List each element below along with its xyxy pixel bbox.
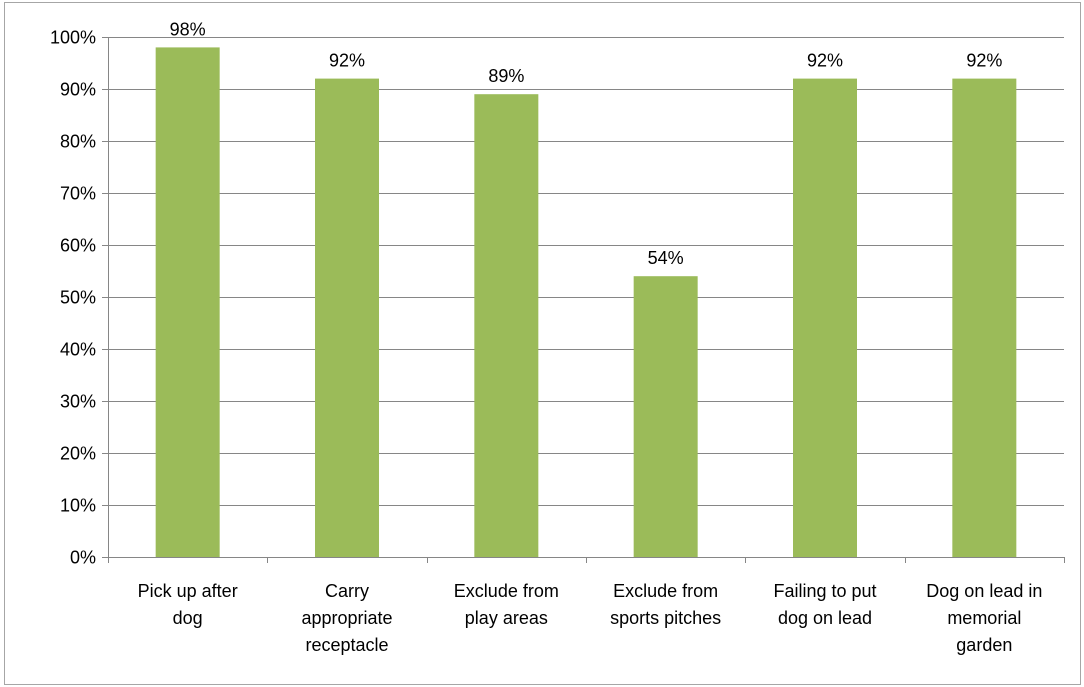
y-tick-label: 30%: [60, 392, 96, 412]
bar: [315, 78, 379, 557]
data-label: 54%: [648, 248, 684, 268]
x-category-label: Exclude from sports pitches: [610, 581, 721, 628]
bars: [155, 47, 1017, 558]
y-tick-label: 100%: [50, 28, 96, 48]
x-category-label: Dog on lead in memorial garden: [926, 581, 1042, 655]
data-label: 92%: [329, 51, 365, 71]
y-tick-label: 50%: [60, 288, 96, 308]
bar: [793, 78, 857, 557]
data-label: 89%: [488, 66, 524, 86]
x-category-label: Carry appropriate receptacle: [301, 581, 392, 655]
data-label: 98%: [170, 19, 206, 39]
bar: [952, 78, 1017, 557]
bar: [633, 276, 698, 557]
y-tick-label: 80%: [60, 132, 96, 152]
x-category-label: Failing to put dog on lead: [773, 581, 876, 628]
y-tick-label: 0%: [70, 548, 96, 568]
y-tick-label: 10%: [60, 496, 96, 516]
bar: [474, 94, 539, 557]
y-tick-label: 90%: [60, 80, 96, 100]
gridlines: [108, 37, 1064, 506]
bar: [155, 47, 220, 558]
x-category-label: Exclude from play areas: [454, 581, 559, 628]
y-tick-label: 60%: [60, 236, 96, 256]
y-tick-label: 20%: [60, 444, 96, 464]
labels: 0% 10% 20% 30% 40% 50% 60% 70% 80% 90% 100% 98% 92% 8…: [50, 19, 1042, 655]
data-label: 92%: [966, 51, 1002, 71]
y-tick-label: 70%: [60, 184, 96, 204]
data-label: 92%: [807, 51, 843, 71]
y-tick-label: 40%: [60, 340, 96, 360]
axes: [102, 37, 1065, 563]
x-category-label: Pick up after dog: [138, 581, 238, 628]
